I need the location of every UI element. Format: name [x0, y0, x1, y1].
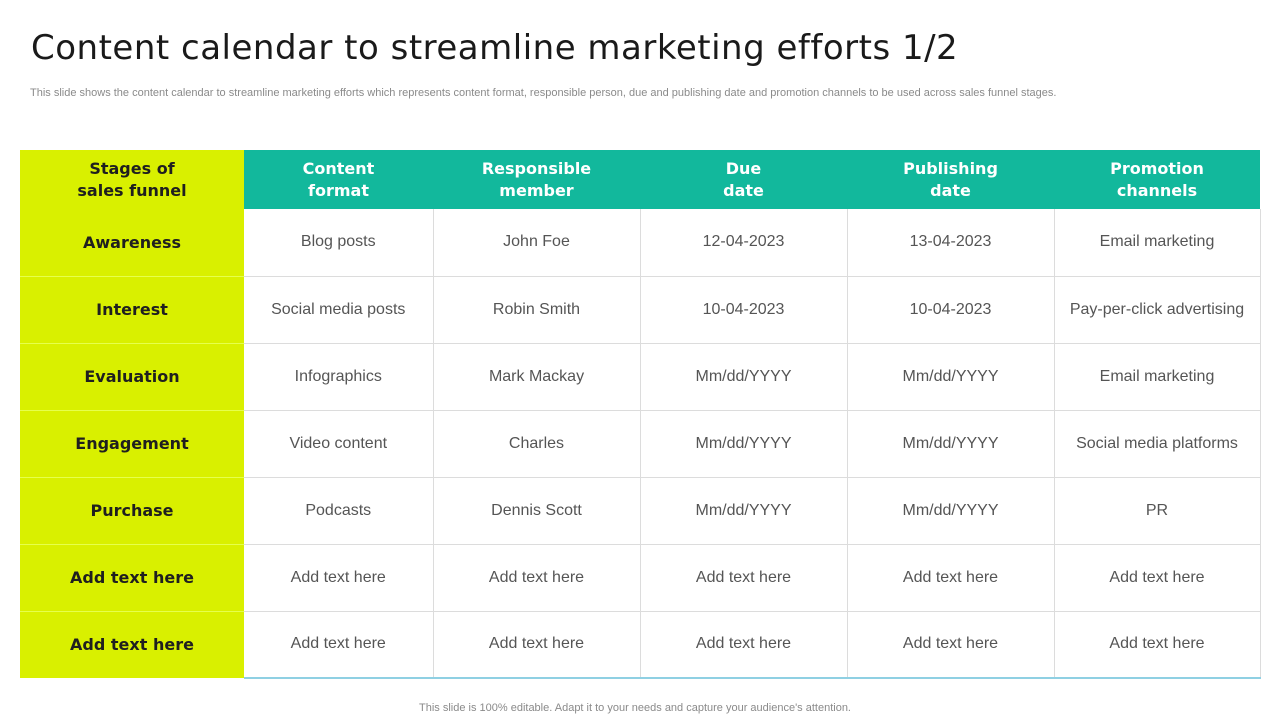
due-date-cell: Mm/dd/YYYY: [640, 343, 848, 411]
publishing-date-cell: 13-04-2023: [847, 209, 1055, 277]
due-date-cell: Add text here: [640, 544, 848, 612]
publishing-date-cell: Mm/dd/YYYY: [847, 477, 1055, 545]
stage-cell: Add text here: [20, 544, 244, 612]
publishing-date-cell: 10-04-2023: [847, 276, 1055, 344]
promotion-channel-cell: Add text here: [1054, 544, 1261, 612]
responsible-member-cell: John Foe: [433, 209, 641, 277]
promotion-channel-cell: Add text here: [1054, 611, 1261, 679]
content-format-cell: Video content: [244, 410, 434, 478]
responsible-member-cell: Dennis Scott: [433, 477, 641, 545]
table-row: Purchase Podcasts Dennis Scott Mm/dd/YYY…: [20, 477, 1261, 545]
content-calendar-table: Stages of sales funnel Content format Re…: [20, 150, 1261, 679]
promotion-channel-cell: Email marketing: [1054, 343, 1261, 411]
due-date-cell: Add text here: [640, 611, 848, 679]
stage-cell: Engagement: [20, 410, 244, 478]
responsible-member-cell: Charles: [433, 410, 641, 478]
table-row: Add text here Add text here Add text her…: [20, 544, 1261, 612]
content-format-cell: Add text here: [244, 611, 434, 679]
slide-footer: This slide is 100% editable. Adapt it to…: [419, 702, 851, 714]
table-row: Awareness Blog posts John Foe 12-04-2023…: [20, 209, 1261, 277]
stage-cell: Add text here: [20, 611, 244, 678]
promotion-channel-cell: PR: [1054, 477, 1261, 545]
stage-cell: Evaluation: [20, 343, 244, 411]
responsible-member-cell: Mark Mackay: [433, 343, 641, 411]
content-format-cell: Social media posts: [244, 276, 434, 344]
content-format-cell: Blog posts: [244, 209, 434, 277]
publishing-date-cell: Mm/dd/YYYY: [847, 410, 1055, 478]
stage-cell: Purchase: [20, 477, 244, 545]
table-row: Interest Social media posts Robin Smith …: [20, 276, 1261, 344]
promotion-channel-cell: Pay-per-click advertising: [1054, 276, 1261, 344]
publishing-date-cell: Mm/dd/YYYY: [847, 343, 1055, 411]
promotion-channel-cell: Email marketing: [1054, 209, 1261, 277]
slide-subtitle: This slide shows the content calendar to…: [30, 87, 1057, 99]
table-row: Add text here Add text here Add text her…: [20, 611, 1261, 679]
header-stages-of-sales-funnel: Stages of sales funnel: [20, 150, 244, 209]
content-format-cell: Podcasts: [244, 477, 434, 545]
stage-cell: Awareness: [20, 209, 244, 277]
header-promotion-channels: Promotion channels: [1054, 150, 1260, 209]
header-row: Stages of sales funnel Content format Re…: [20, 150, 1260, 209]
publishing-date-cell: Add text here: [847, 544, 1055, 612]
header-publishing-date: Publishing date: [847, 150, 1054, 209]
promotion-channel-cell: Social media platforms: [1054, 410, 1261, 478]
header-content-format: Content format: [244, 150, 433, 209]
stage-cell: Interest: [20, 276, 244, 344]
table-header: Stages of sales funnel Content format Re…: [20, 150, 1260, 209]
table-row: Engagement Video content Charles Mm/dd/Y…: [20, 410, 1261, 478]
due-date-cell: Mm/dd/YYYY: [640, 410, 848, 478]
publishing-date-cell: Add text here: [847, 611, 1055, 679]
table-row: Evaluation Infographics Mark Mackay Mm/d…: [20, 343, 1261, 411]
header-responsible-member: Responsible member: [433, 150, 640, 209]
table-body: Awareness Blog posts John Foe 12-04-2023…: [20, 209, 1261, 679]
responsible-member-cell: Add text here: [433, 611, 641, 679]
due-date-cell: 10-04-2023: [640, 276, 848, 344]
due-date-cell: 12-04-2023: [640, 209, 848, 277]
header-due-date: Due date: [640, 150, 847, 209]
content-format-cell: Infographics: [244, 343, 434, 411]
responsible-member-cell: Add text here: [433, 544, 641, 612]
content-format-cell: Add text here: [244, 544, 434, 612]
slide-title: Content calendar to streamline marketing…: [31, 28, 959, 68]
due-date-cell: Mm/dd/YYYY: [640, 477, 848, 545]
responsible-member-cell: Robin Smith: [433, 276, 641, 344]
